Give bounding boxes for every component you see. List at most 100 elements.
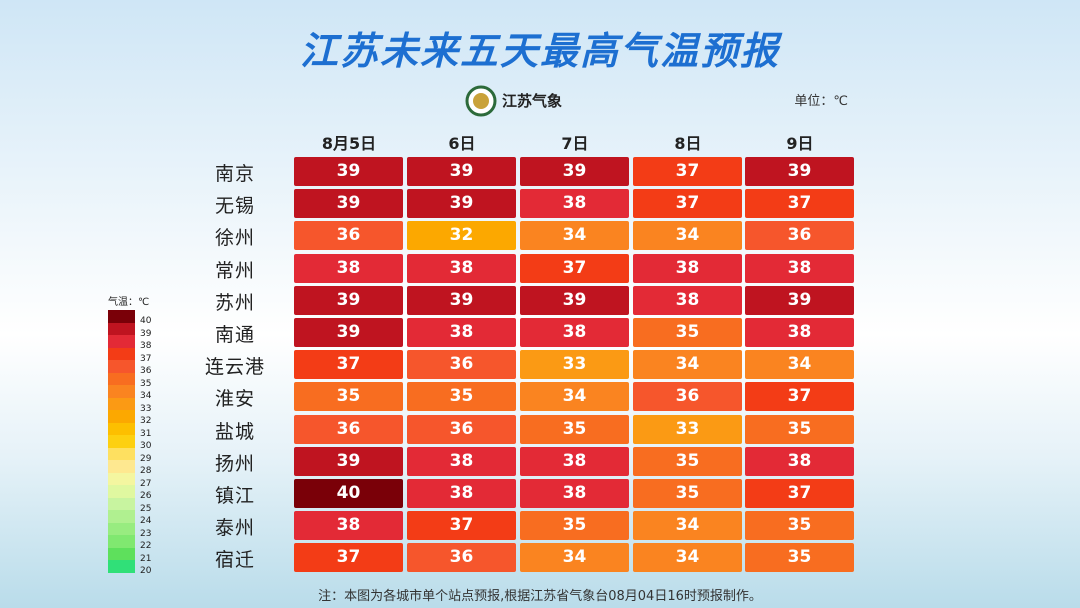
temperature-cell: 34 [520, 382, 629, 412]
legend-label: 34 [140, 391, 152, 401]
city-label: 苏州 [214, 291, 255, 314]
city-label: 南京 [214, 163, 255, 185]
legend-swatch [108, 310, 135, 323]
temperature-cell: 36 [294, 221, 403, 251]
legend-label: 29 [140, 453, 152, 464]
legend-swatch [108, 510, 135, 523]
legend-label: 32 [140, 416, 152, 426]
legend-label: 39 [140, 328, 152, 339]
legend-label: 21 [140, 553, 152, 564]
temperature-cell: 40 [294, 479, 403, 508]
temperature-cell: 39 [745, 157, 854, 186]
temperature-cell: 39 [294, 157, 403, 186]
legend-label: 38 [140, 341, 152, 351]
temperature-cell: 37 [294, 543, 403, 573]
legend-swatch [108, 472, 135, 485]
temperature-cell: 34 [520, 543, 629, 573]
temperature-cell: 37 [633, 189, 742, 219]
legend-swatch [108, 385, 135, 398]
legend-label: 28 [140, 466, 152, 476]
temperature-cell: 39 [294, 189, 403, 219]
column-header: 6日 [448, 134, 476, 153]
column-header: 7日 [561, 134, 589, 153]
temperature-cell: 37 [294, 350, 403, 380]
legend-label: 35 [140, 378, 152, 389]
legend-swatch [108, 547, 135, 560]
temperature-cell: 35 [520, 511, 629, 541]
city-label: 连云港 [204, 356, 265, 379]
unit: 单位：℃ [794, 94, 848, 109]
legend-swatch [108, 360, 135, 373]
legend-label: 37 [140, 353, 152, 364]
temperature-cell: 37 [633, 157, 742, 186]
temperature-cell: 38 [520, 318, 629, 347]
logo-icon [465, 85, 497, 117]
temperature-cell: 38 [520, 446, 629, 476]
temperature-cell: 35 [633, 479, 742, 508]
title: 江苏未来五天最高气温预报 [299, 29, 780, 73]
temperature-cell: 34 [745, 350, 854, 380]
legend-label: 36 [140, 366, 152, 376]
footnote: 注：本图为各城市单个站点预报,根据江苏省气象台08月04日16时预报制作。 [318, 589, 762, 604]
temperature-cell: 35 [294, 382, 403, 412]
temperature-cell: 39 [407, 157, 516, 186]
column-header: 8日 [674, 134, 702, 153]
city-label: 泰州 [214, 517, 255, 540]
temperature-cell: 38 [745, 318, 854, 347]
column-header: 8月5日 [321, 134, 377, 153]
temperature-cell: 36 [407, 350, 516, 380]
temperature-cell: 38 [407, 446, 516, 476]
temperature-cell: 34 [520, 221, 629, 251]
legend-swatch [108, 335, 135, 348]
legend-swatch [108, 460, 135, 473]
temperature-cell: 39 [520, 285, 629, 315]
temperature-cell: 36 [407, 543, 516, 573]
legend-label: 22 [140, 541, 152, 551]
temperature-cell: 39 [294, 285, 403, 315]
temperature-cell: 37 [745, 479, 854, 508]
temperature-cell: 39 [294, 446, 403, 476]
temperature-cell: 38 [633, 253, 742, 283]
temperature-cell: 38 [745, 253, 854, 283]
temperature-cell: 39 [294, 318, 403, 347]
city-label: 南通 [214, 324, 255, 346]
legend-label: 20 [140, 566, 152, 576]
city-label: 盐城 [214, 420, 255, 443]
temperature-cell: 37 [407, 511, 516, 541]
temperature-cell: 38 [407, 479, 516, 508]
temperature-cell: 37 [745, 189, 854, 219]
temperature-cell: 36 [294, 414, 403, 444]
temperature-cell: 39 [745, 285, 854, 315]
legend-label: 25 [140, 503, 152, 514]
city-label: 扬州 [214, 452, 255, 475]
temperature-cell: 39 [407, 285, 516, 315]
legend-swatch [108, 497, 135, 510]
legend-title: 气温：℃ [108, 297, 150, 308]
temperature-cell: 38 [633, 285, 742, 315]
temperature-cell: 34 [633, 350, 742, 380]
legend-swatch [108, 522, 135, 535]
temperature-cell: 34 [633, 511, 742, 541]
temperature-cell: 36 [407, 414, 516, 444]
temperature-cell: 36 [745, 221, 854, 251]
legend-label: 26 [140, 491, 152, 501]
temperature-cell: 38 [745, 446, 854, 476]
temperature-cell: 36 [633, 382, 742, 412]
legend-label: 27 [140, 478, 152, 489]
city-label: 徐州 [214, 227, 255, 250]
temperature-cell: 34 [633, 543, 742, 573]
legend-label: 30 [140, 441, 152, 451]
temperature-cell: 38 [294, 511, 403, 541]
legend-swatch [108, 322, 135, 335]
column-header: 9日 [786, 134, 814, 153]
city-label: 常州 [214, 259, 255, 282]
legend-label: 33 [140, 403, 152, 414]
temperature-cell: 34 [633, 221, 742, 251]
temperature-cell: 35 [633, 446, 742, 476]
legend-label: 24 [140, 516, 152, 526]
city-label: 无锡 [214, 195, 255, 218]
legend-swatch [108, 447, 135, 460]
temperature-cell: 35 [520, 414, 629, 444]
temperature-cell: 37 [520, 253, 629, 283]
